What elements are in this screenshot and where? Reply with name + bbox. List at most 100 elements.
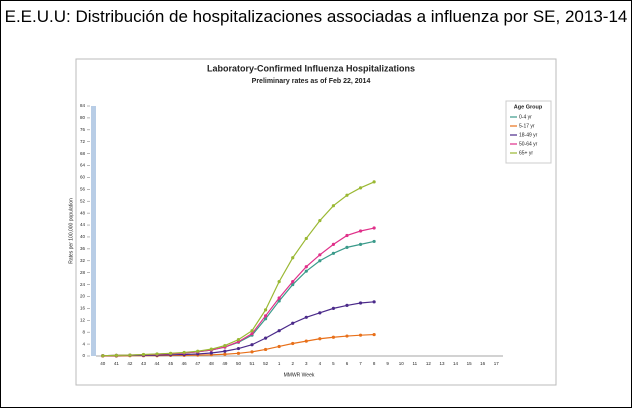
y-tick-label: 16 [80,306,86,311]
data-point [263,308,268,312]
x-tick-label: 12 [426,361,432,366]
y-tick-label: 44 [80,222,86,227]
x-tick-label: 44 [155,361,161,366]
x-tick-label: 11 [412,361,417,366]
y-tick-label: 36 [80,246,86,251]
x-tick-label: 1 [278,361,281,366]
y-axis-label: Rates per 100,000 population [68,198,74,264]
y-tick-label: 12 [80,317,86,322]
x-tick-label: 50 [236,361,242,366]
data-point [358,242,363,246]
data-point [304,236,308,241]
data-point [304,265,308,269]
data-point [277,329,281,333]
x-tick-label: 41 [114,361,120,366]
x-tick-label: 4 [319,361,322,366]
data-point [372,300,376,304]
data-point [331,335,336,339]
data-point [331,242,336,246]
y-tick-label: 0 [82,353,85,358]
legend-label: 50-64 yr [519,141,538,147]
x-tick-label: 49 [222,361,228,366]
data-point [331,204,336,208]
x-tick-label: 3 [305,361,308,366]
data-point [141,352,146,357]
legend-label: 65+ yr [519,150,533,156]
data-point [358,186,363,190]
x-tick-label: 42 [127,361,133,366]
chart-subtitle: Preliminary rates as of Feb 22, 2014 [252,78,371,85]
data-point [263,347,268,352]
legend-label: 0-4 yr [519,114,532,120]
data-point [236,346,241,351]
data-point [291,282,295,287]
data-point [345,303,349,308]
data-point [209,351,213,355]
y-tick-label: 20 [80,294,86,299]
x-tick-label: 14 [453,361,459,366]
data-point [250,332,254,336]
y-tick-label: 64 [80,163,86,168]
x-tick-label: 6 [346,361,349,366]
data-point [250,350,254,354]
x-tick-label: 5 [332,361,335,366]
y-tick-label: 84 [80,103,86,108]
x-axis-label: MMWR Week [284,372,315,378]
data-point [277,296,281,300]
x-tick-label: 51 [250,361,256,366]
data-point [291,256,295,260]
data-point [182,350,186,355]
y-tick-label: 68 [80,151,86,156]
x-tick-label: 17 [494,361,500,366]
data-point [169,351,173,355]
data-point [318,253,322,257]
data-point [372,332,376,337]
data-point [318,259,322,263]
data-point [318,311,322,315]
x-tick-label: 13 [439,361,445,366]
data-point [291,341,295,346]
slide-title: E.E.U.U: Distribución de hospitalizacion… [4,7,628,26]
y-tick-label: 4 [82,341,85,346]
x-tick-label: 16 [480,361,486,366]
chart-title: Laboratory-Confirmed Influenza Hospitali… [207,63,415,73]
data-point [196,349,200,353]
data-point [209,347,213,351]
data-point [345,233,349,238]
x-tick-label: 10 [399,361,405,366]
legend-title: Age Group [514,104,543,110]
x-tick-label: 2 [291,361,294,366]
data-point [263,317,268,321]
x-tick-label: 7 [359,361,362,366]
y-tick-label: 60 [80,175,86,180]
x-tick-label: 9 [386,361,389,366]
data-point [291,321,295,325]
data-point [345,193,349,197]
y-tick-label: 72 [80,139,86,144]
data-point [372,239,376,244]
data-point [318,337,322,341]
data-point [345,245,349,249]
data-point [250,343,254,347]
y-tick-label: 28 [80,270,86,275]
y-tick-label: 8 [82,329,85,334]
data-point [263,336,268,340]
data-point [372,226,376,230]
y-tick-label: 52 [80,198,86,203]
x-tick-label: 52 [263,361,269,366]
data-point [304,339,308,343]
y-tick-label: 48 [80,210,86,215]
axis-band [91,106,96,356]
y-tick-label: 32 [80,258,86,263]
data-point [277,344,281,349]
y-tick-label: 76 [80,127,86,132]
data-point [277,279,281,284]
data-point [331,306,336,310]
chart-frame [75,58,557,386]
x-tick-label: 47 [195,361,201,366]
data-point [223,349,227,353]
data-point [223,352,227,356]
data-point [358,301,363,305]
